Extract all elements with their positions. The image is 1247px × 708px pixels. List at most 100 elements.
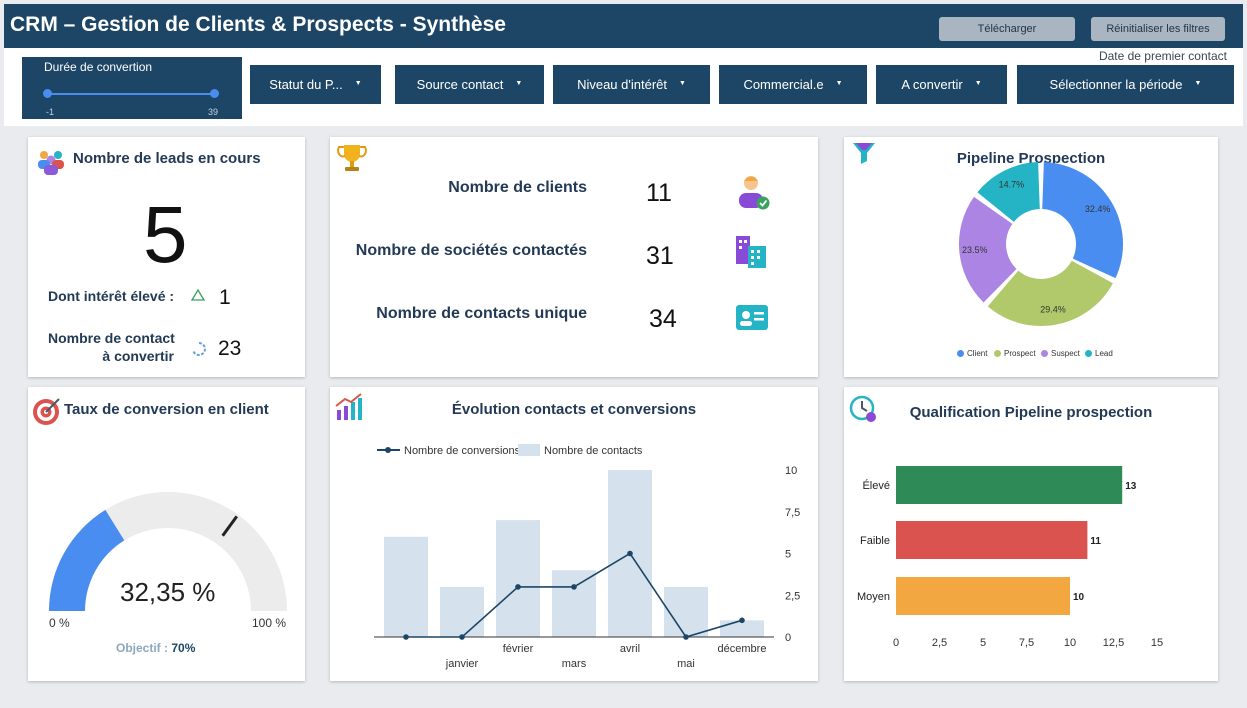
x-tick-label: mai [677,658,695,670]
chevron-down-icon: ▼ [835,80,843,88]
x-tick-label: 0 [893,637,899,649]
qualification-bar [896,466,1123,504]
conversion-rate-value: 32,35 % [120,577,216,607]
conversion-title: Taux de conversion en client [64,401,269,418]
donut-label: 29.4% [1040,304,1066,314]
category-label: Élevé [862,479,890,492]
x-tick-label: décembre [718,643,767,655]
conversion-card: Taux de conversion en client 32,35 % 0 %… [28,387,305,681]
y-tick-label: 10 [785,465,797,477]
slider-track[interactable] [47,93,215,95]
x-tick-label: avril [620,643,640,655]
evolution-chart: Nombre de conversions Nombre de contacts j… [374,444,800,670]
legend-prospect: Prospect [994,349,1036,358]
reset-filters-button[interactable]: Réinitialiser les filtres [1091,17,1225,41]
slider-max-value: 39 [208,107,219,117]
clients-label: Nombre de clients [448,179,587,196]
companies-icon [736,236,766,268]
qualification-bar-chart: 13 Élevé 11 Faible 10 Moyen 0 2,5 5 7,5 10 12,5 15 [857,466,1163,649]
conversion-point [627,550,633,557]
y-tick-label: 2,5 [785,590,800,602]
donut-slice-prospect [987,260,1113,326]
gauge-min-label: 0 % [49,616,70,630]
legend-swatch [1085,350,1092,357]
conversion-point [515,584,521,590]
download-button[interactable]: Télécharger [939,17,1075,41]
unique-contacts-value: 34 [649,305,677,333]
legend-label: Suspect [1051,349,1080,358]
filter-source-dropdown[interactable]: Source contact ▼ [395,65,544,104]
dropdown-label: A convertir [901,77,963,92]
conversion-point [459,634,465,640]
chevron-down-icon: ▼ [354,80,362,88]
legend-swatch [1041,350,1048,357]
slider-min-handle[interactable] [43,89,52,98]
conversion-point [571,584,577,590]
companies-label: Nombre de sociétés contactés [355,242,587,259]
y-tick-label: 7,5 [785,507,800,519]
filter-interest-dropdown[interactable]: Niveau d'intérêt ▼ [553,65,710,104]
donut-slice-lead [977,162,1040,222]
donut-slice-client [1042,162,1123,279]
to-convert-label: Nombre de contact [48,330,175,346]
leads-count: 5 [143,190,188,279]
objective-value: 70% [171,641,196,655]
contacts-bar [664,586,708,637]
page-title: CRM – Gestion de Clients & Prospects - S… [10,13,506,36]
funnel-icon [853,143,875,164]
period-field-label: Date de premier contact [1098,49,1227,63]
chevron-down-icon: ▼ [1194,80,1202,88]
contacts-bar [720,620,764,637]
leads-card: Nombre de leads en cours 5 Dont intérêt … [28,137,305,377]
legend-label: Client [967,349,988,358]
app-header: CRM – Gestion de Clients & Prospects - S… [4,4,1243,48]
slider-min-value: -1 [46,107,55,117]
legend-swatch [957,350,964,357]
category-label: Faible [860,535,890,547]
filter-statut-dropdown[interactable]: Statut du P... ▼ [250,65,381,104]
clients-card: Nombre de clients 11 Nombre de sociétés … [330,137,818,377]
trophy-icon [337,145,367,171]
qualification-title: Qualification Pipeline prospection [909,404,1153,421]
gauge-fill [49,509,125,611]
slider-max-handle[interactable] [210,89,219,98]
category-label: Moyen [857,591,890,603]
x-tick-label: 10 [1064,637,1076,649]
dropdown-label: Niveau d'intérêt [577,77,667,92]
unique-contacts-label: Nombre de contacts unique [376,305,587,322]
high-interest-value: 1 [219,286,231,309]
conversion-duration-slider[interactable]: Durée de convertion -1 39 [22,57,242,119]
conversion-point [683,634,689,640]
filter-period-dropdown[interactable]: Sélectionner la période ▼ [1017,65,1234,104]
x-tick-label: 5 [980,637,986,649]
qualification-bar [896,521,1088,559]
legend-label: Prospect [1004,349,1036,358]
high-interest-label: Dont intérêt élevé : [48,288,175,304]
legend-contacts-swatch [518,444,540,456]
filter-commercial-dropdown[interactable]: Commercial.e ▼ [719,65,867,104]
filter-to-convert-dropdown[interactable]: A convertir ▼ [876,65,1007,104]
contacts-bar [384,536,428,637]
x-tick-label: 15 [1151,637,1163,649]
dropdown-label: Statut du P... [269,77,343,92]
chevron-down-icon: ▼ [678,80,686,88]
pipeline-card: Pipeline Prospection 32.4% 29.4% 23.5% 14.7… [844,137,1218,377]
legend-suspect: Suspect [1041,349,1080,358]
dropdown-label: Commercial.e [743,77,824,92]
donut-label: 14.7% [999,179,1025,189]
qualification-card: Qualification Pipeline prospection 13 Éle… [844,387,1218,681]
legend-label: Lead [1095,349,1113,358]
companies-value: 31 [646,242,674,270]
growth-chart-icon [335,393,362,420]
x-tick-label: février [503,643,534,655]
y-tick-label: 5 [785,549,791,561]
evolution-card: Évolution contacts et conversions Nombre… [330,387,818,681]
chevron-down-icon: ▼ [515,80,523,88]
legend-client: Client [957,349,987,358]
bar-value-label: 13 [1125,481,1137,492]
clock-icon [849,395,876,422]
slider-label: Durée de convertion [44,60,153,74]
donut-label: 32.4% [1085,204,1111,214]
x-tick-label: 12,5 [1103,637,1124,649]
x-tick-label: janvier [445,658,479,670]
